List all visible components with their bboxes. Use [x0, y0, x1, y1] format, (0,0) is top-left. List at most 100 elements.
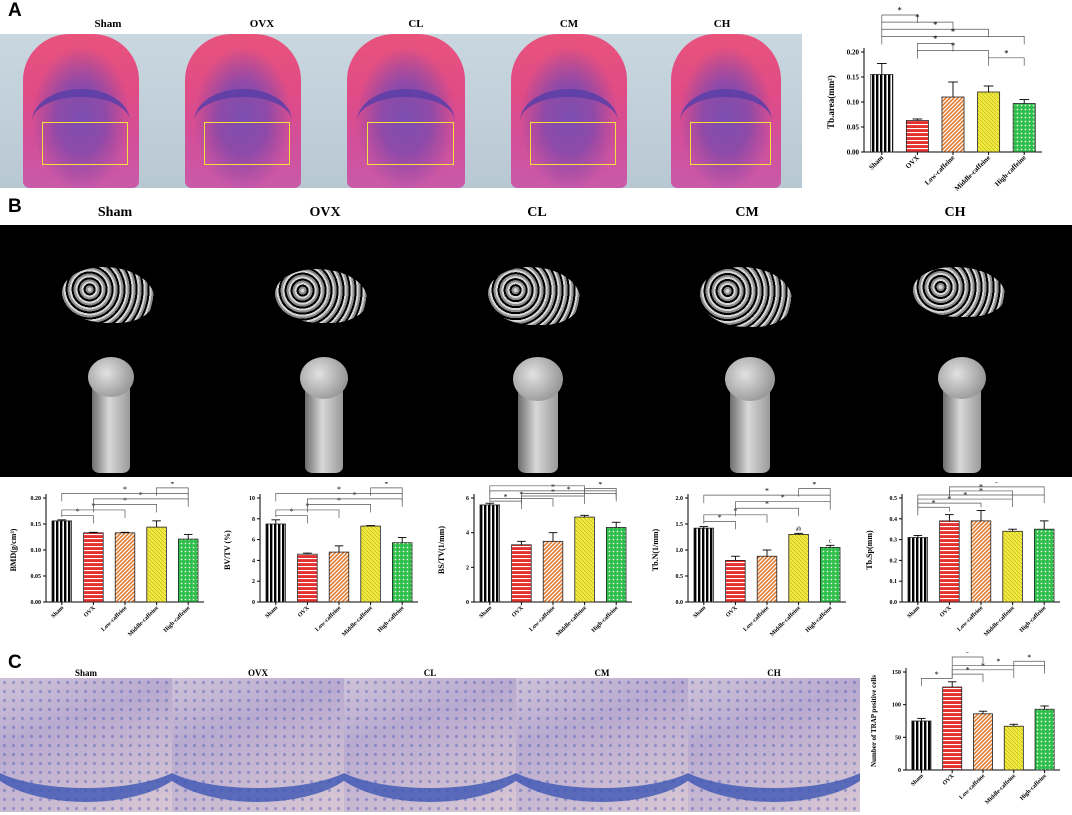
bar-high-caffeine: [1012, 103, 1036, 153]
x-tick-label: Low-caffeine: [959, 773, 987, 801]
panel-c-label-sham: Sham: [74, 668, 97, 678]
x-tick-label: Sham: [910, 773, 925, 788]
x-tick-label: Sham: [907, 605, 922, 620]
significance-star: *: [290, 507, 294, 516]
bar-sham: [907, 537, 928, 603]
y-tick-label: 0.10: [31, 548, 42, 554]
x-tick-label: Low-caffeine: [923, 154, 956, 187]
he-stain-image-ovx: [162, 34, 324, 188]
y-tick-label: 150: [892, 670, 901, 676]
micro-ct-trabecular-cl: [488, 267, 580, 325]
x-tick-label: Middle-caffeine: [983, 605, 1016, 638]
y-axis-label: Number of TRAP positive cells: [870, 675, 878, 767]
y-tick-label: 0: [466, 600, 469, 606]
micro-ct-femur-head-ch: [938, 357, 986, 399]
bar-low-caffeine: [941, 96, 965, 153]
significance-bracket: [917, 494, 1045, 503]
significance-bracket: [917, 50, 989, 59]
x-tick-label: Low-caffeine: [101, 605, 129, 633]
x-tick-label: Low-caffeine: [315, 605, 343, 633]
trap-stain-image-ch: [688, 678, 860, 812]
bar-low-caffeine: [114, 532, 136, 603]
significance-star: *: [765, 487, 769, 496]
significance-bracket: [521, 493, 617, 502]
y-tick-label: 0.10: [847, 98, 860, 106]
bar-sham: [911, 720, 932, 771]
significance-bracket: [881, 28, 989, 38]
significance-star: *: [567, 485, 571, 494]
y-tick-label: 10: [249, 496, 255, 502]
y-tick-label: 2: [466, 565, 469, 571]
y-tick-label: 0.0: [890, 600, 898, 606]
y-tick-label: 0.5: [676, 574, 684, 580]
significance-bracket: [489, 485, 585, 494]
he-stain-image-ch: [650, 34, 802, 188]
x-tick-label: Sham: [867, 154, 885, 172]
x-tick-label: High-caffeine: [805, 605, 834, 634]
bar-middle-caffeine: [977, 91, 1001, 153]
significance-bracket: [921, 678, 953, 687]
chart-tbsp: 0.0 0.1 0.2 0.3 0.4 0.5 Tb.Sp(mm) Sham OVX Low-ca…: [865, 482, 1060, 638]
bar-high-caffeine: [1034, 708, 1055, 771]
significance-bracket: [917, 502, 982, 512]
x-tick-label: Sham: [51, 605, 66, 620]
x-tick-label: High-caffeine: [377, 605, 406, 634]
significance-star: *: [765, 500, 769, 509]
significance-star: *: [76, 507, 80, 516]
trap-stain-image-sham: [0, 678, 172, 812]
significance-star: *: [353, 490, 357, 499]
panel-letter-c: C: [8, 652, 22, 673]
significance-bracket: [951, 656, 984, 665]
x-tick-label: Low-caffeine: [529, 605, 557, 633]
significance-bracket: [988, 57, 1025, 66]
significance-star: *: [139, 490, 143, 499]
significance-bracket: [703, 494, 831, 504]
bar-high-caffeine: [1034, 528, 1055, 603]
significance-bracket: [489, 500, 522, 510]
x-tick-label: Middle-caffeine: [984, 773, 1017, 806]
panel-c-label-cl: CL: [423, 668, 437, 678]
significance-bracket: [949, 486, 1045, 495]
significance-star: *: [915, 13, 920, 23]
y-axis-label: Tb.Sp(mm): [865, 530, 874, 570]
significance-star: *: [504, 493, 508, 502]
bar-ovx: [942, 686, 963, 771]
bar-high-caffeine: [392, 542, 413, 603]
significance-star: *: [123, 485, 127, 494]
bar-low-caffeine: [970, 520, 992, 603]
panel-c-label-ovx: OVX: [248, 668, 268, 678]
significance-star: *: [535, 482, 539, 486]
bar-ovx: [725, 560, 746, 603]
y-tick-label: 0: [898, 768, 901, 774]
significance-star: *: [1027, 653, 1031, 662]
chart-tbarea: 0.00 0.05 0.10 0.15 0.20 Tb.area(mm²) Sham OVX L…: [826, 5, 1042, 192]
significance-star: *: [718, 513, 722, 522]
panel-b-label-ovx: OVX: [309, 205, 341, 220]
bar-middle-caffeine: [1003, 725, 1024, 771]
he-stain-image-sham: [0, 34, 162, 188]
panel-letter-b: B: [8, 196, 22, 217]
micro-ct-femur-head-cm: [725, 357, 775, 401]
significance-star: *: [384, 482, 388, 488]
bar-high-caffeine: [820, 547, 841, 603]
y-tick-label: 0.1: [890, 579, 898, 585]
x-tick-label: Middle-caffeine: [769, 605, 802, 638]
significance-star: *: [1004, 48, 1009, 58]
micro-ct-trabecular-ovx: [275, 269, 367, 323]
significance-star: *: [933, 34, 938, 44]
x-tick-label: Sham: [479, 605, 494, 620]
bar-sham: [693, 527, 714, 603]
he-stain-image-cm: [488, 34, 650, 188]
significance-bracket: [917, 506, 950, 516]
y-tick-label: 1.0: [676, 548, 684, 554]
significance-bracket: [1013, 660, 1045, 670]
y-tick-label: 0.2: [890, 558, 898, 564]
significance-star: *: [337, 485, 341, 494]
significance-star: *: [996, 657, 1000, 666]
x-tick-label: Middle-caffeine: [341, 605, 374, 638]
significance-star: *: [123, 496, 127, 505]
significance-star: *: [897, 5, 902, 15]
y-axis-label: BV/TV (%): [223, 530, 232, 570]
y-tick-label: 2: [252, 579, 255, 585]
